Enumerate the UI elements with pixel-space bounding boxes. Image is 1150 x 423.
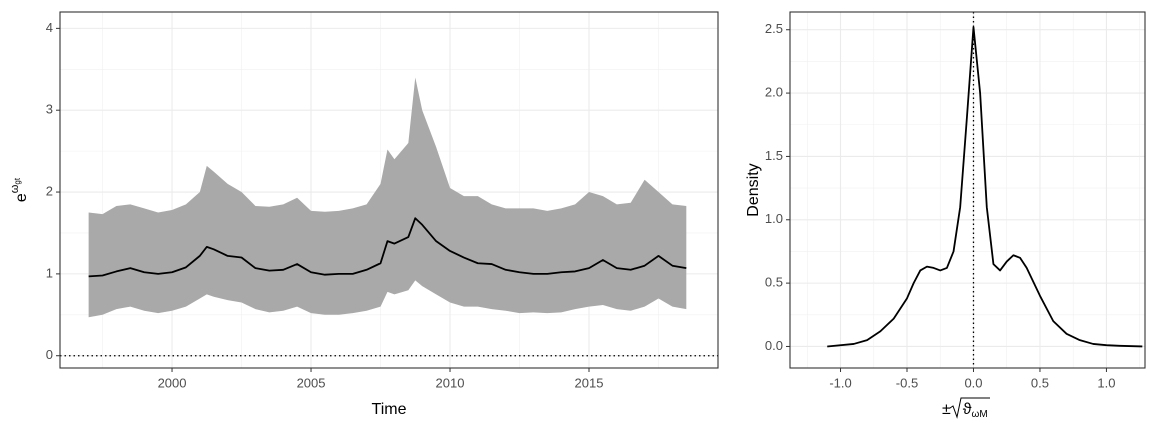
panel-border — [59, 11, 719, 369]
x-tick-label: 0.5 — [1031, 375, 1049, 390]
x-axis-title: ± ϑωM — [942, 401, 988, 419]
y-axis-title-exponent: ω — [9, 184, 21, 193]
x-axis-title: Time — [372, 401, 407, 418]
x-tick-label: 2000 — [158, 375, 187, 390]
y-tick-label: 2 — [46, 183, 53, 198]
panel-border — [789, 11, 1146, 369]
y-tick-label: 4 — [46, 20, 53, 35]
y-tick-label: 0.5 — [765, 275, 783, 290]
y-axis-title: Density — [745, 163, 762, 216]
x-tick-label: 1.0 — [1097, 375, 1115, 390]
y-tick-label: 3 — [46, 102, 53, 117]
y-axis-title-base: e — [13, 193, 30, 202]
plot-area — [88, 77, 687, 318]
x-tick-label: 2015 — [575, 375, 604, 390]
y-tick-label: 1.0 — [765, 211, 783, 226]
x-tick-label: 2005 — [297, 375, 326, 390]
y-tick-label: 1 — [46, 265, 53, 280]
y-tick-label: 2.5 — [765, 21, 783, 36]
y-tick-label: 0.0 — [765, 338, 783, 353]
x-axis-title-prefix: ± — [942, 401, 951, 418]
x-tick-label: 0.0 — [964, 375, 982, 390]
plot-area — [827, 26, 1143, 348]
line — [827, 26, 1143, 348]
x-axis-title-subscript: ωM — [972, 409, 988, 420]
y-tick-label: 1.5 — [765, 148, 783, 163]
x-tick-label: 2010 — [436, 375, 465, 390]
x-tick-label: -1.0 — [829, 375, 851, 390]
radical-sign — [949, 397, 990, 419]
line — [88, 217, 687, 278]
y-axis-title-subscript: gt — [13, 177, 22, 184]
y-tick-label: 2.0 — [765, 85, 783, 100]
x-axis-title-radicand: ϑ — [963, 401, 972, 418]
y-tick-label: 0 — [46, 347, 53, 362]
y-axis-title: eωgt — [9, 177, 30, 202]
x-tick-label: -0.5 — [896, 375, 918, 390]
